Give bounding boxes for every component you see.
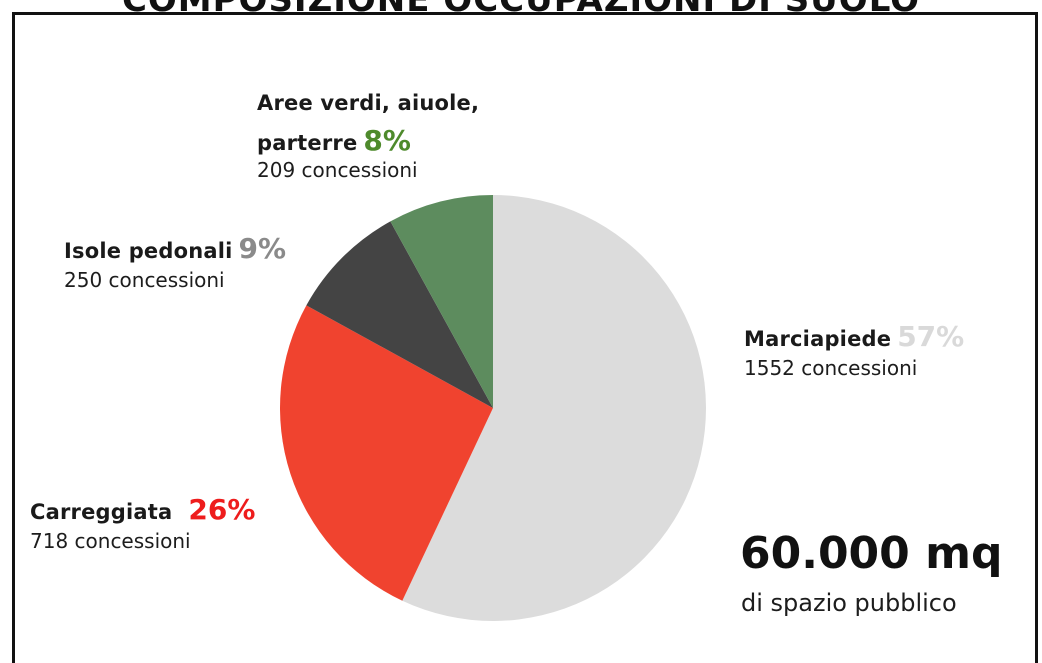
label-carreggiata-count: 718 concessioni xyxy=(30,529,191,553)
label-marciapiede-percent: 57% xyxy=(897,320,965,353)
label-carreggiata: Carreggiata 26% 718 concessioni xyxy=(30,491,255,553)
label-marciapiede: Marciapiede 57% 1552 concessioni xyxy=(744,318,964,380)
pie-slices xyxy=(280,195,706,621)
label-carreggiata-name: Carreggiata xyxy=(30,500,173,524)
label-marciapiede-count: 1552 concessioni xyxy=(744,356,918,380)
label-aree-verdi: Aree verdi, aiuole, parterre 8% 209 conce… xyxy=(257,84,479,182)
label-aree-verdi-percent: 8% xyxy=(363,124,411,157)
total-area-caption: di spazio pubblico xyxy=(741,589,957,617)
pie-slice-carreggiata xyxy=(280,305,493,601)
label-aree-verdi-count: 209 concessioni xyxy=(257,158,418,182)
label-aree-verdi-name-line2: parterre xyxy=(257,131,358,155)
label-isole-pedonali: Isole pedonali 9% 250 concessioni xyxy=(64,230,286,292)
label-aree-verdi-name-line1: Aree verdi, aiuole, xyxy=(257,91,480,115)
chart-title: COMPOSIZIONE OCCUPAZIONI DI SUOLO xyxy=(121,0,921,20)
pie-slice-marciapiede xyxy=(402,195,706,621)
total-area-value: 60.000 mq xyxy=(740,528,1003,579)
label-isole-pedonali-name: Isole pedonali xyxy=(64,239,233,263)
label-carreggiata-percent: 26% xyxy=(188,493,256,526)
label-marciapiede-name: Marciapiede xyxy=(744,327,892,351)
pie-slice-aree-verdi xyxy=(390,195,493,408)
label-isole-pedonali-percent: 9% xyxy=(238,232,287,265)
pie-slice-isole-pedonali xyxy=(306,221,493,408)
label-isole-pedonali-count: 250 concessioni xyxy=(64,268,225,292)
